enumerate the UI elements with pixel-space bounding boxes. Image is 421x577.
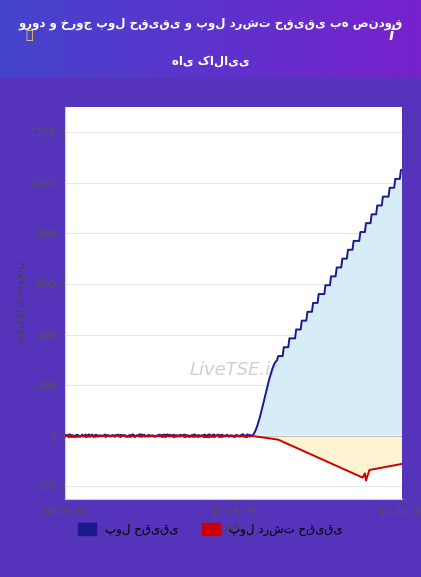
X-axis label: زمان: زمان	[222, 521, 245, 532]
Y-axis label: میلیارد تومان: میلیارد تومان	[15, 261, 26, 344]
Text: ورود و خروج پول حقیقی و پول درشت حقیقی به صندوق: ورود و خروج پول حقیقی و پول درشت حقیقی ب…	[18, 17, 403, 30]
Text: 🔗: 🔗	[26, 28, 33, 42]
Legend: پول حقیقی, پول درشت حقیقی: پول حقیقی, پول درشت حقیقی	[73, 518, 348, 541]
Text: LiveTSE.ir: LiveTSE.ir	[189, 361, 278, 379]
Text: i: i	[389, 28, 394, 43]
Text: های کالایی: های کالایی	[172, 54, 249, 68]
